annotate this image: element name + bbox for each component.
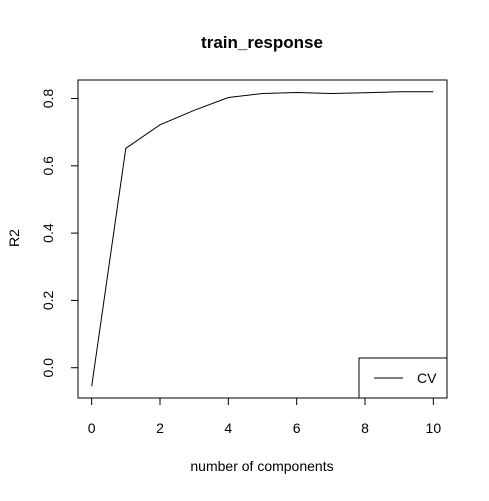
y-axis: 0.0 0.2 0.4 0.6 0.8	[40, 89, 78, 378]
y-tick-label: 0.2	[40, 290, 56, 310]
x-tick-label: 0	[88, 420, 96, 436]
y-tick-label: 0.6	[40, 156, 56, 176]
x-tick-label: 2	[156, 420, 164, 436]
series-line-cv	[92, 92, 434, 386]
series-layer	[92, 92, 434, 386]
x-axis-label: number of components	[190, 458, 333, 474]
plot-area-border	[78, 80, 447, 398]
x-tick-label: 10	[426, 420, 442, 436]
x-tick-label: 8	[361, 420, 369, 436]
x-axis: 0 2 4 6 8 10	[88, 398, 442, 436]
y-axis-label: R2	[6, 229, 22, 247]
y-tick-label: 0.8	[40, 89, 56, 109]
legend: CV	[359, 358, 447, 398]
x-tick-label: 4	[224, 420, 232, 436]
chart-title: train_response	[201, 33, 323, 52]
legend-label-cv: CV	[417, 370, 437, 386]
x-tick-label: 6	[293, 420, 301, 436]
y-tick-label: 0.4	[40, 223, 56, 243]
y-tick-label: 0.0	[40, 358, 56, 378]
